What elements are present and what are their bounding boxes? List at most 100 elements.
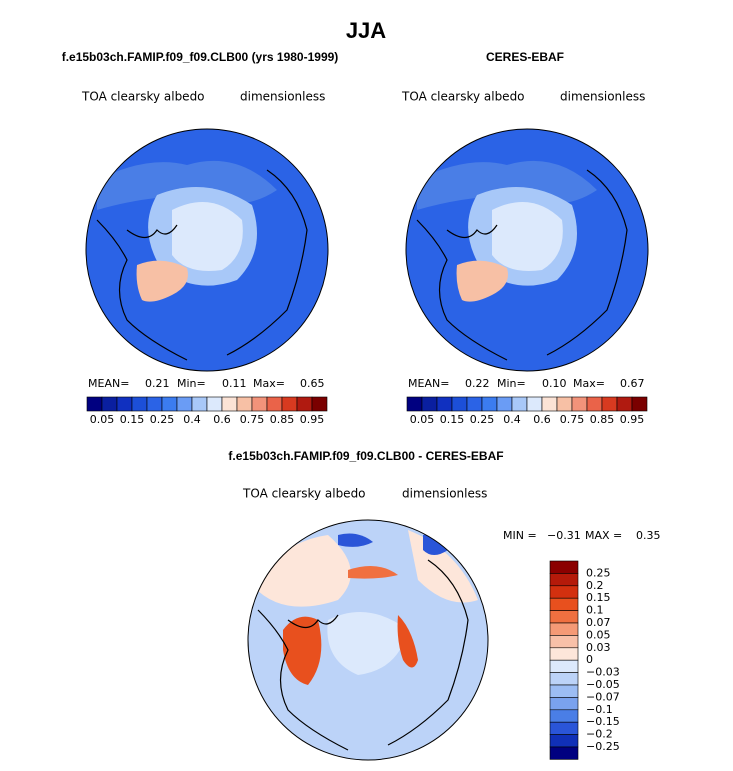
colorbar-box [571, 396, 588, 412]
stat-value: 0.35 [636, 529, 661, 542]
panel-title: f.e15b03ch.FAMIP.f09_f09.CLB00 - CERES-E… [228, 449, 503, 463]
colorbar-box [631, 396, 648, 412]
variable-label: TOA clearsky albedo [242, 487, 366, 501]
colorbar-box [549, 659, 579, 673]
colorbar-box [176, 396, 193, 412]
stat-value: 0.65 [300, 377, 325, 390]
colorbar-box [549, 672, 579, 686]
colorbar-label: 0.6 [533, 413, 551, 426]
colorbar-label: 0.85 [270, 413, 295, 426]
colorbar-box [549, 635, 579, 649]
colorbar-box [86, 396, 103, 412]
colorbar-label: −0.2 [586, 728, 613, 741]
colorbar-label: 0.25 [470, 413, 495, 426]
colorbar-label: −0.15 [586, 715, 620, 728]
colorbar-label: −0.1 [586, 703, 613, 716]
colorbar-label: −0.07 [586, 690, 620, 703]
colorbar-label: 0.03 [586, 641, 611, 654]
variable-label: TOA clearsky albedo [401, 90, 525, 104]
colorbar-label: 0.25 [150, 413, 175, 426]
colorbar-label: 0.25 [586, 566, 611, 579]
map-border [85, 128, 329, 372]
colorbar-label: −0.05 [586, 678, 620, 691]
stat-label: MAX = [585, 529, 622, 542]
colorbar-box [541, 396, 558, 412]
colorbar-box [406, 396, 423, 412]
colorbar-label: 0.4 [503, 413, 521, 426]
colorbar-box [191, 396, 208, 412]
colorbar-box [511, 396, 528, 412]
colorbar-box [116, 396, 133, 412]
colorbar-box [601, 396, 618, 412]
colorbar-label: 0.15 [440, 413, 465, 426]
stat-value: 0.22 [465, 377, 490, 390]
colorbar-label: 0.15 [586, 591, 611, 604]
colorbar-box [549, 746, 579, 760]
stat-value: 0.21 [145, 377, 170, 390]
map [248, 520, 488, 760]
colorbar-label: 0 [586, 653, 593, 666]
colorbar-box [549, 709, 579, 723]
map [406, 129, 648, 371]
colorbar-box [549, 585, 579, 599]
colorbar-label: 0.95 [620, 413, 645, 426]
stat-value: 0.10 [542, 377, 567, 390]
colorbar-label: 0.2 [586, 579, 604, 592]
colorbar-box [526, 396, 543, 412]
colorbar-box [451, 396, 468, 412]
colorbar-box [466, 396, 483, 412]
colorbar-box [221, 396, 238, 412]
stat-label: MEAN= [408, 377, 449, 390]
units-label: dimensionless [402, 487, 487, 501]
colorbar-label: 0.05 [410, 413, 435, 426]
colorbar-box [549, 734, 579, 748]
colorbar-box [549, 684, 579, 698]
map-border [405, 128, 649, 372]
figure-title: JJA [346, 18, 386, 43]
stat-value: −0.31 [547, 529, 581, 542]
panel-title: f.e15b03ch.FAMIP.f09_f09.CLB00 (yrs 1980… [62, 50, 339, 64]
colorbar-label: 0.75 [240, 413, 265, 426]
colorbar-box [436, 396, 453, 412]
stat-label: Min= [497, 377, 526, 390]
colorbar-box [556, 396, 573, 412]
colorbar-label: 0.4 [183, 413, 201, 426]
colorbar-box [101, 396, 118, 412]
colorbar-box [236, 396, 253, 412]
colorbar-box [549, 560, 579, 574]
map [86, 129, 328, 371]
stat-value: 0.67 [620, 377, 645, 390]
colorbar-box [131, 396, 148, 412]
stat-label: MIN = [503, 529, 537, 542]
colorbar-box [311, 396, 328, 412]
colorbar-box [206, 396, 223, 412]
stat-label: MEAN= [88, 377, 129, 390]
colorbar-box [146, 396, 163, 412]
colorbar-box [549, 622, 579, 636]
colorbar-box [281, 396, 298, 412]
colorbar-box [616, 396, 633, 412]
colorbar-box [549, 597, 579, 611]
colorbar-box [549, 610, 579, 624]
stat-label: Max= [573, 377, 605, 390]
colorbar-box [549, 697, 579, 711]
colorbar-box [549, 721, 579, 735]
colorbar-box [549, 573, 579, 587]
variable-label: TOA clearsky albedo [81, 90, 205, 104]
colorbar-box [251, 396, 268, 412]
colorbar-box [586, 396, 603, 412]
units-label: dimensionless [240, 90, 325, 104]
colorbar-label: 0.07 [586, 616, 611, 629]
colorbar-label: 0.15 [120, 413, 145, 426]
colorbar-box [549, 647, 579, 661]
colorbar-box [481, 396, 498, 412]
colorbar-label: 0.85 [590, 413, 615, 426]
colorbar-label: 0.95 [300, 413, 325, 426]
colorbar-box [496, 396, 513, 412]
colorbar-label: 0.05 [586, 628, 611, 641]
colorbar-label: 0.6 [213, 413, 231, 426]
map-border [247, 519, 489, 761]
stat-label: Min= [177, 377, 206, 390]
colorbar-label: 0.05 [90, 413, 115, 426]
